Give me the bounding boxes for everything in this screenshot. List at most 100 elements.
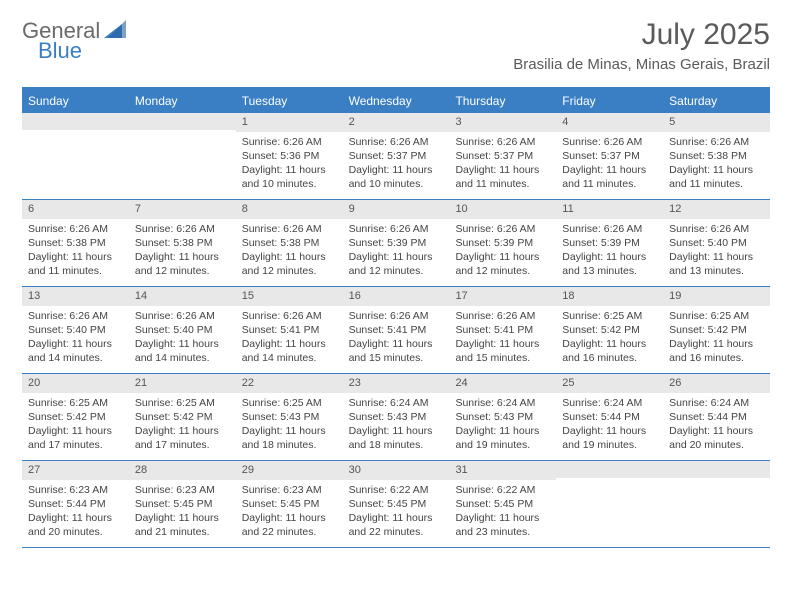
day-number: 11: [556, 200, 663, 219]
sunrise-text: Sunrise: 6:26 AM: [135, 309, 230, 323]
calendar-day: 16Sunrise: 6:26 AMSunset: 5:41 PMDayligh…: [343, 287, 450, 373]
day-number: 16: [343, 287, 450, 306]
calendar-day: 1Sunrise: 6:26 AMSunset: 5:36 PMDaylight…: [236, 113, 343, 199]
sunrise-text: Sunrise: 6:25 AM: [562, 309, 657, 323]
daylight-text: Daylight: 11 hours and 16 minutes.: [669, 337, 764, 365]
sunrise-text: Sunrise: 6:23 AM: [28, 483, 123, 497]
daylight-text: Daylight: 11 hours and 19 minutes.: [455, 424, 550, 452]
calendar-day: 8Sunrise: 6:26 AMSunset: 5:38 PMDaylight…: [236, 200, 343, 286]
sunset-text: Sunset: 5:39 PM: [562, 236, 657, 250]
sunrise-text: Sunrise: 6:26 AM: [28, 222, 123, 236]
day-details: Sunrise: 6:24 AMSunset: 5:43 PMDaylight:…: [343, 393, 450, 459]
daylight-text: Daylight: 11 hours and 21 minutes.: [135, 511, 230, 539]
daylight-text: Daylight: 11 hours and 10 minutes.: [349, 163, 444, 191]
day-header: Wednesday: [343, 89, 450, 113]
calendar-day: 22Sunrise: 6:25 AMSunset: 5:43 PMDayligh…: [236, 374, 343, 460]
sunset-text: Sunset: 5:41 PM: [349, 323, 444, 337]
day-details: Sunrise: 6:25 AMSunset: 5:43 PMDaylight:…: [236, 393, 343, 459]
day-number: [556, 461, 663, 478]
day-header: Tuesday: [236, 89, 343, 113]
daylight-text: Daylight: 11 hours and 20 minutes.: [28, 511, 123, 539]
sunset-text: Sunset: 5:40 PM: [28, 323, 123, 337]
day-details: Sunrise: 6:25 AMSunset: 5:42 PMDaylight:…: [663, 306, 770, 372]
calendar-day: 5Sunrise: 6:26 AMSunset: 5:38 PMDaylight…: [663, 113, 770, 199]
calendar-day: 2Sunrise: 6:26 AMSunset: 5:37 PMDaylight…: [343, 113, 450, 199]
logo-text-blue: Blue: [38, 38, 82, 64]
day-number: 10: [449, 200, 556, 219]
daylight-text: Daylight: 11 hours and 15 minutes.: [455, 337, 550, 365]
day-number: 26: [663, 374, 770, 393]
sunrise-text: Sunrise: 6:26 AM: [562, 135, 657, 149]
sunset-text: Sunset: 5:40 PM: [135, 323, 230, 337]
weeks-container: 1 Sunrise: 6:26 AM Sunset: 5:36 PM Daylight…: [22, 113, 770, 548]
calendar-day: 28Sunrise: 6:23 AMSunset: 5:45 PMDayligh…: [129, 461, 236, 547]
day-details: Sunrise: 6:24 AMSunset: 5:44 PMDaylight:…: [663, 393, 770, 459]
calendar-day: 9Sunrise: 6:26 AMSunset: 5:39 PMDaylight…: [343, 200, 450, 286]
sunrise-text: Sunrise: 6:26 AM: [669, 222, 764, 236]
day-details: Sunrise: 6:26 AMSunset: 5:38 PMDaylight:…: [663, 132, 770, 198]
calendar-day: 19Sunrise: 6:25 AMSunset: 5:42 PMDayligh…: [663, 287, 770, 373]
sunset-text: Sunset: 5:42 PM: [28, 410, 123, 424]
calendar-day: 13Sunrise: 6:26 AMSunset: 5:40 PMDayligh…: [22, 287, 129, 373]
day-number: 3: [449, 113, 556, 132]
day-number: 23: [343, 374, 450, 393]
daylight-text: Daylight: 11 hours and 12 minutes.: [135, 250, 230, 278]
day-number: 28: [129, 461, 236, 480]
calendar-day: 3Sunrise: 6:26 AMSunset: 5:37 PMDaylight…: [449, 113, 556, 199]
daylight-text: Daylight: 11 hours and 18 minutes.: [349, 424, 444, 452]
calendar-day: 15Sunrise: 6:26 AMSunset: 5:41 PMDayligh…: [236, 287, 343, 373]
sunset-text: Sunset: 5:38 PM: [669, 149, 764, 163]
daylight-text: Daylight: 11 hours and 22 minutes.: [242, 511, 337, 539]
day-number: 31: [449, 461, 556, 480]
day-number: 6: [22, 200, 129, 219]
calendar: Sunday Monday Tuesday Wednesday Thursday…: [22, 87, 770, 548]
sunrise-text: Sunrise: 6:22 AM: [349, 483, 444, 497]
sunrise-text: Sunrise: 6:26 AM: [242, 222, 337, 236]
day-number: 21: [129, 374, 236, 393]
calendar-day: 23Sunrise: 6:24 AMSunset: 5:43 PMDayligh…: [343, 374, 450, 460]
sunset-text: Sunset: 5:43 PM: [242, 410, 337, 424]
sunset-text: Sunset: 5:39 PM: [455, 236, 550, 250]
calendar-day: 6Sunrise: 6:26 AMSunset: 5:38 PMDaylight…: [22, 200, 129, 286]
day-number: 29: [236, 461, 343, 480]
calendar-day: 27Sunrise: 6:23 AMSunset: 5:44 PMDayligh…: [22, 461, 129, 547]
sunset-text: Sunset: 5:42 PM: [562, 323, 657, 337]
calendar-day: 29Sunrise: 6:23 AMSunset: 5:45 PMDayligh…: [236, 461, 343, 547]
daylight-text: Daylight: 11 hours and 17 minutes.: [135, 424, 230, 452]
day-details: Sunrise: 6:26 AMSunset: 5:37 PMDaylight:…: [449, 132, 556, 198]
sunset-text: Sunset: 5:42 PM: [669, 323, 764, 337]
sunset-text: Sunset: 5:41 PM: [242, 323, 337, 337]
day-header: Thursday: [449, 89, 556, 113]
sunset-text: Sunset: 5:41 PM: [455, 323, 550, 337]
calendar-day: 18Sunrise: 6:25 AMSunset: 5:42 PMDayligh…: [556, 287, 663, 373]
month-title: July 2025: [513, 18, 770, 52]
day-details: Sunrise: 6:26 AMSunset: 5:41 PMDaylight:…: [343, 306, 450, 372]
calendar-day: [663, 461, 770, 547]
calendar-day: [22, 113, 129, 199]
day-number: 1: [236, 113, 343, 132]
daylight-text: Daylight: 11 hours and 17 minutes.: [28, 424, 123, 452]
sunrise-text: Sunrise: 6:26 AM: [28, 309, 123, 323]
sunrise-text: Sunrise: 6:23 AM: [242, 483, 337, 497]
calendar-week: 20Sunrise: 6:25 AMSunset: 5:42 PMDayligh…: [22, 374, 770, 461]
calendar-day: 31Sunrise: 6:22 AMSunset: 5:45 PMDayligh…: [449, 461, 556, 547]
sunset-text: Sunset: 5:36 PM: [242, 149, 337, 163]
sunset-text: Sunset: 5:38 PM: [242, 236, 337, 250]
day-details: Sunrise: 6:25 AMSunset: 5:42 PMDaylight:…: [22, 393, 129, 459]
calendar-week: 6Sunrise: 6:26 AMSunset: 5:38 PMDaylight…: [22, 200, 770, 287]
daylight-text: Daylight: 11 hours and 13 minutes.: [562, 250, 657, 278]
day-number: 12: [663, 200, 770, 219]
day-number: 30: [343, 461, 450, 480]
day-details: Sunrise: 6:26 AMSunset: 5:39 PMDaylight:…: [449, 219, 556, 285]
calendar-day: 11Sunrise: 6:26 AMSunset: 5:39 PMDayligh…: [556, 200, 663, 286]
page-header: General July 2025 Brasilia de Minas, Min…: [22, 18, 770, 73]
day-number: 22: [236, 374, 343, 393]
sunrise-text: Sunrise: 6:24 AM: [562, 396, 657, 410]
daylight-text: Daylight: 11 hours and 15 minutes.: [349, 337, 444, 365]
sunrise-text: Sunrise: 6:26 AM: [242, 309, 337, 323]
daylight-text: Daylight: 11 hours and 11 minutes.: [562, 163, 657, 191]
day-number: 7: [129, 200, 236, 219]
day-details: Sunrise: 6:26 AMSunset: 5:38 PMDaylight:…: [22, 219, 129, 285]
day-details: Sunrise: 6:26 AMSunset: 5:37 PMDaylight:…: [343, 132, 450, 198]
day-number: 18: [556, 287, 663, 306]
